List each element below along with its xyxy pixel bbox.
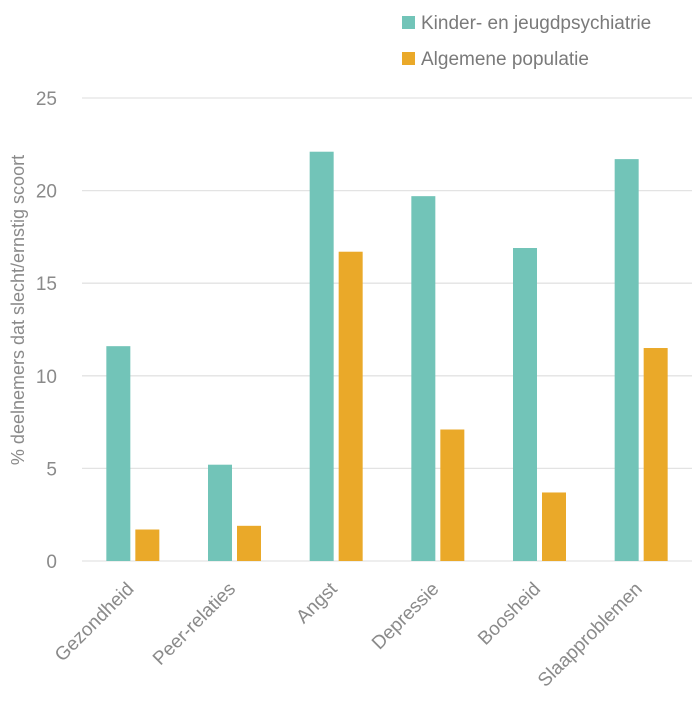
y-tick-label: 20 xyxy=(36,182,57,203)
x-tick-label: Boosheid xyxy=(474,579,545,650)
bar-slaapproblemen-series-0 xyxy=(614,159,639,561)
y-axis-title: % deelnemers dat slecht/ernstig scoort xyxy=(8,155,28,465)
y-tick-label: 0 xyxy=(46,552,57,573)
legend: Kinder- en jeugdpsychiatrie Algemene pop… xyxy=(402,13,651,70)
legend-label-series-1: Algemene populatie xyxy=(421,49,589,70)
bar-angst-series-0 xyxy=(309,151,334,561)
x-tick-label: Depressie xyxy=(368,579,443,654)
bar-depressie-series-1 xyxy=(440,429,465,561)
bar-gezondheid-series-1 xyxy=(135,529,160,561)
legend-label-series-0: Kinder- en jeugdpsychiatrie xyxy=(421,13,651,34)
y-tick-label: 10 xyxy=(36,367,57,388)
x-axis-labels: Gezondheid Peer-relaties Angst Depressie Boo… xyxy=(51,578,647,691)
bar-gezondheid-series-0 xyxy=(106,346,131,561)
y-tick-label: 5 xyxy=(46,459,57,480)
x-tick-label: Angst xyxy=(292,578,342,628)
bar-boosheid-series-1 xyxy=(542,492,566,561)
bar-slaapproblemen-series-1 xyxy=(643,348,668,561)
bar-peer-relaties-series-0 xyxy=(208,464,232,561)
bars xyxy=(106,151,668,561)
bar-peer-relaties-series-1 xyxy=(237,525,261,561)
y-tick-label: 25 xyxy=(36,89,57,110)
x-tick-label: Peer-relaties xyxy=(149,579,240,670)
legend-swatch-series-1 xyxy=(402,52,415,65)
y-tick-label: 15 xyxy=(36,274,57,295)
x-tick-label: Gezondheid xyxy=(51,579,138,666)
bar-angst-series-1 xyxy=(338,251,363,561)
x-tick-label: Slaapproblemen xyxy=(534,579,647,692)
gridlines xyxy=(82,97,692,562)
legend-swatch-series-0 xyxy=(402,16,415,29)
bar-depressie-series-0 xyxy=(411,196,436,561)
bar-boosheid-series-0 xyxy=(513,248,537,561)
y-axis-ticks: 0 5 10 15 20 25 xyxy=(36,89,57,573)
